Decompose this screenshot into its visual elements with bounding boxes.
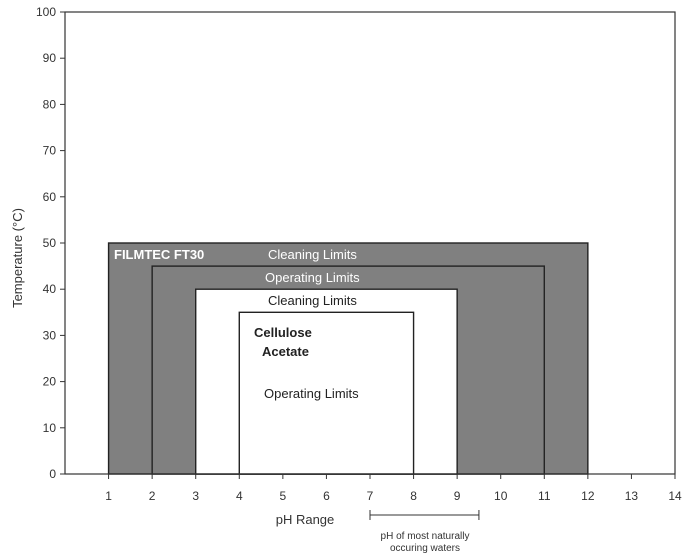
y-tick-label: 20 [43, 375, 57, 389]
x-tick-label: 10 [494, 489, 508, 503]
y-tick-label: 100 [36, 5, 56, 19]
y-axis-ticks: 0 10 20 30 40 50 60 70 80 90 100 [36, 5, 65, 481]
x-axis-ticks: 1 2 3 4 5 6 7 8 9 10 11 12 13 14 [105, 474, 682, 503]
ft30-cleaning-label: Cleaning Limits [268, 247, 357, 262]
x-tick-label: 14 [668, 489, 682, 503]
y-tick-label: 30 [43, 328, 57, 342]
y-tick-label: 60 [43, 190, 57, 204]
ft30-name-label: FILMTEC FT30 [114, 247, 204, 262]
x-tick-label: 5 [280, 489, 287, 503]
natural-waters-note-line1: pH of most naturally [381, 531, 470, 542]
ca-operating-region [238, 311, 415, 475]
x-tick-label: 4 [236, 489, 243, 503]
y-tick-label: 80 [43, 97, 57, 111]
y-axis-title: Temperature (°C) [10, 208, 25, 308]
x-tick-label: 7 [367, 489, 374, 503]
x-tick-label: 6 [323, 489, 330, 503]
x-tick-label: 2 [149, 489, 156, 503]
regions-group [107, 242, 589, 475]
y-tick-label: 70 [43, 144, 57, 158]
x-tick-label: 12 [581, 489, 595, 503]
ca-name-label-line2: Acetate [262, 344, 309, 359]
y-tick-label: 0 [49, 467, 56, 481]
x-tick-label: 11 [538, 489, 551, 503]
ca-cleaning-label: Cleaning Limits [268, 293, 357, 308]
x-tick-label: 3 [192, 489, 199, 503]
x-tick-label: 8 [410, 489, 417, 503]
x-tick-label: 1 [105, 489, 112, 503]
y-tick-label: 90 [43, 51, 57, 65]
y-tick-label: 40 [43, 282, 57, 296]
x-axis-title: pH Range [276, 512, 335, 527]
natural-waters-note-line2: occuring waters [390, 543, 460, 554]
x-tick-label: 13 [625, 489, 639, 503]
y-tick-label: 10 [43, 421, 57, 435]
y-tick-label: 50 [43, 236, 57, 250]
ca-name-label-line1: Cellulose [254, 325, 312, 340]
ft30-operating-label: Operating Limits [265, 270, 360, 285]
ca-operating-label: Operating Limits [264, 386, 359, 401]
x-tick-label: 9 [454, 489, 461, 503]
natural-waters-range-marker [369, 510, 480, 520]
